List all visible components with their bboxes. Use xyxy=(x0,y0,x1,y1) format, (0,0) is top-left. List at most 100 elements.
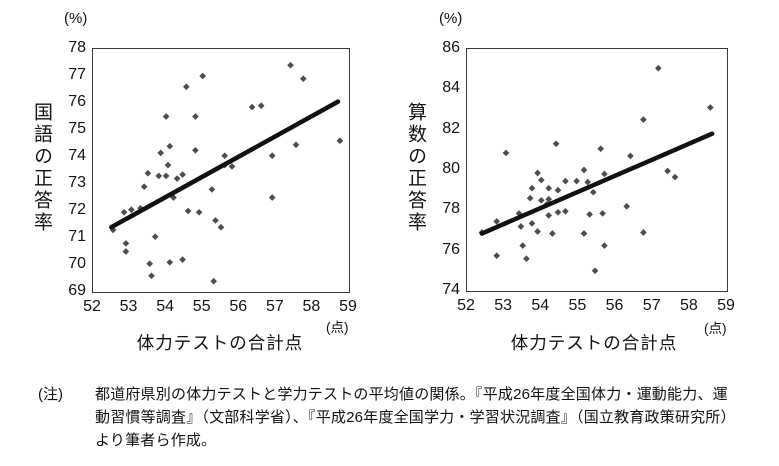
scatter-point xyxy=(148,272,155,280)
y-axis-tick-label: 86 xyxy=(442,39,460,56)
y-axis-tick-label: 76 xyxy=(442,240,460,258)
x-unit-label: (点) xyxy=(326,320,349,335)
scatter-point xyxy=(287,61,294,69)
scatter-point xyxy=(640,116,647,123)
scatter-point xyxy=(192,146,199,154)
scatter-point xyxy=(162,172,170,180)
x-axis-tick-label: 57 xyxy=(642,297,661,314)
y-axis-tick-label: 69 xyxy=(68,282,86,299)
scatter-point xyxy=(146,260,154,268)
scatter-point xyxy=(549,230,556,237)
scatter-point xyxy=(195,208,203,216)
scatter-point xyxy=(591,267,599,275)
y-axis-tick-label: 78 xyxy=(68,39,86,56)
y-axis-tick-label: 71 xyxy=(68,228,86,245)
scatter-point xyxy=(586,211,593,218)
plot-area xyxy=(466,48,728,292)
scatter-point xyxy=(268,194,276,201)
scatter-point xyxy=(573,177,580,185)
scatter-point xyxy=(534,228,541,235)
scatter-point xyxy=(589,188,597,196)
scatter-point xyxy=(554,186,562,194)
scatter-point xyxy=(166,142,174,150)
scatter-point xyxy=(554,208,562,216)
scatter-point xyxy=(336,137,344,145)
scatter-point xyxy=(120,208,128,216)
scatter-point xyxy=(537,176,545,184)
scatter-point xyxy=(601,170,608,178)
y-axis-tick-label: 82 xyxy=(442,119,460,137)
scatter-point xyxy=(179,256,186,263)
x-unit-label: (点) xyxy=(704,321,727,336)
scatter-point xyxy=(627,152,634,160)
scatter-point xyxy=(664,167,671,175)
y-axis-tick-label: 74 xyxy=(442,281,460,298)
scatter-point xyxy=(528,220,536,227)
scatter-point xyxy=(122,240,130,247)
scatter-point xyxy=(162,113,170,120)
scatter-point xyxy=(493,218,501,225)
scatter-point xyxy=(562,177,569,185)
x-axis-tick-label: 55 xyxy=(192,298,211,315)
x-axis-tick-label: 59 xyxy=(339,298,357,315)
x-axis-tick-label: 52 xyxy=(83,298,101,315)
trend-line xyxy=(479,131,715,236)
scatter-point xyxy=(519,242,527,249)
scatter-point xyxy=(257,102,265,110)
scatter-point xyxy=(221,152,229,160)
scatter-point xyxy=(623,202,631,210)
scatter-point xyxy=(526,194,534,202)
y-axis-tick-label: 78 xyxy=(442,200,460,218)
scatter-point xyxy=(144,169,152,177)
scatter-point xyxy=(173,175,181,182)
x-axis-tick-label: 55 xyxy=(568,297,587,314)
scatter-point xyxy=(654,64,662,72)
y-axis-tick-label: 84 xyxy=(442,79,460,97)
scatter-point xyxy=(184,207,192,215)
x-axis-tick-label: 56 xyxy=(229,298,248,315)
scatter-point xyxy=(217,223,225,231)
y-axis-tick-label: 76 xyxy=(68,93,86,110)
scatter-point xyxy=(140,183,148,191)
scatter-point xyxy=(164,161,172,169)
scatter-point xyxy=(292,141,300,149)
y-axis-title: 国語の正答率 xyxy=(31,102,52,234)
scatter-point xyxy=(299,75,307,83)
scatter-point xyxy=(192,113,199,120)
scatter-point xyxy=(182,83,190,91)
scatter-point xyxy=(671,173,679,181)
scatter-canvas xyxy=(109,61,344,285)
y-axis-tick-label: 70 xyxy=(68,255,86,272)
y-axis-tick-label: 73 xyxy=(68,174,86,191)
scatter-point xyxy=(122,248,130,255)
scatter-point xyxy=(545,184,553,192)
figure-note: (注) 都道府県別の体力テストと学力テストの平均値の関係。『平成26年度全国体力… xyxy=(38,383,758,452)
scatter-point xyxy=(151,233,159,241)
y-axis-tick-label: 72 xyxy=(68,201,86,218)
scatter-point xyxy=(128,206,135,214)
note-line: より筆者ら作成。 xyxy=(95,432,217,449)
y-unit-label: (%) xyxy=(439,10,463,27)
scatter-point xyxy=(562,207,569,215)
y-axis-tick-label: 74 xyxy=(68,147,86,164)
x-axis-tick-label: 53 xyxy=(119,298,138,315)
note-line: 都道府県別の体力テストと学力テストの平均値の関係。『平成26年度全国体力・運動能… xyxy=(95,386,728,403)
x-axis-tick-label: 58 xyxy=(302,298,321,315)
x-axis-title: 体力テストの合計点 xyxy=(136,333,304,353)
x-axis-tick-label: 54 xyxy=(531,297,550,314)
scatter-point xyxy=(268,152,276,160)
y-axis-title: 算数の正答率 xyxy=(405,102,426,234)
scatter-point xyxy=(534,169,541,177)
scatter-point xyxy=(199,72,207,80)
x-axis-tick-label: 57 xyxy=(265,298,284,315)
scatter-point xyxy=(179,171,186,178)
scatter-point xyxy=(248,103,256,111)
x-axis-tick-label: 59 xyxy=(717,297,735,314)
scatter-point xyxy=(601,242,608,249)
scatter-point xyxy=(212,217,219,224)
scatter-point xyxy=(597,145,605,153)
x-axis-tick-label: 53 xyxy=(494,297,513,314)
x-axis-tick-label: 52 xyxy=(457,297,475,314)
scatter-point xyxy=(545,212,553,219)
